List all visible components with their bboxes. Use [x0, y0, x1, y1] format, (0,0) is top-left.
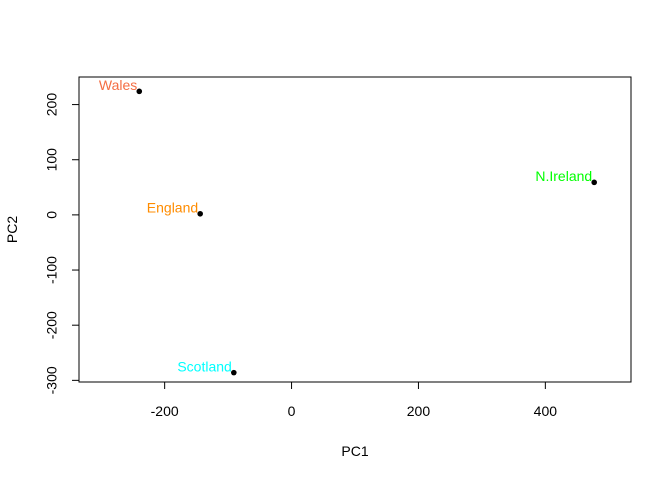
point-label: Scotland	[177, 358, 231, 374]
y-axis: -300 -200 -100 0 100 200	[44, 93, 80, 394]
x-axis-title: PC1	[341, 443, 368, 459]
data-point-wales	[136, 88, 143, 95]
y-tick-label: 0	[44, 211, 60, 219]
data-points: England Wales Scotland N.Ireland	[99, 77, 597, 376]
x-tick-label: -200	[151, 403, 179, 419]
data-point-scotland	[231, 369, 237, 376]
point-label: N.Ireland	[535, 168, 592, 184]
data-point-n-ireland	[591, 179, 597, 186]
x-tick-label: 400	[534, 403, 558, 419]
x-tick-label: 200	[407, 403, 431, 419]
x-tick-label: 0	[288, 403, 296, 419]
data-point-england	[197, 210, 203, 217]
point-label: England	[147, 199, 198, 215]
y-tick-label: 200	[44, 93, 60, 117]
x-axis: -200 0 200 400	[151, 381, 558, 419]
y-axis-title: PC2	[4, 216, 20, 243]
y-tick-label: 100	[44, 148, 60, 172]
y-tick-label: -200	[44, 311, 60, 339]
plot-frame	[78, 76, 632, 383]
y-tick-label: -300	[44, 366, 60, 394]
y-tick-label: -100	[44, 256, 60, 284]
point-label: Wales	[99, 77, 137, 93]
